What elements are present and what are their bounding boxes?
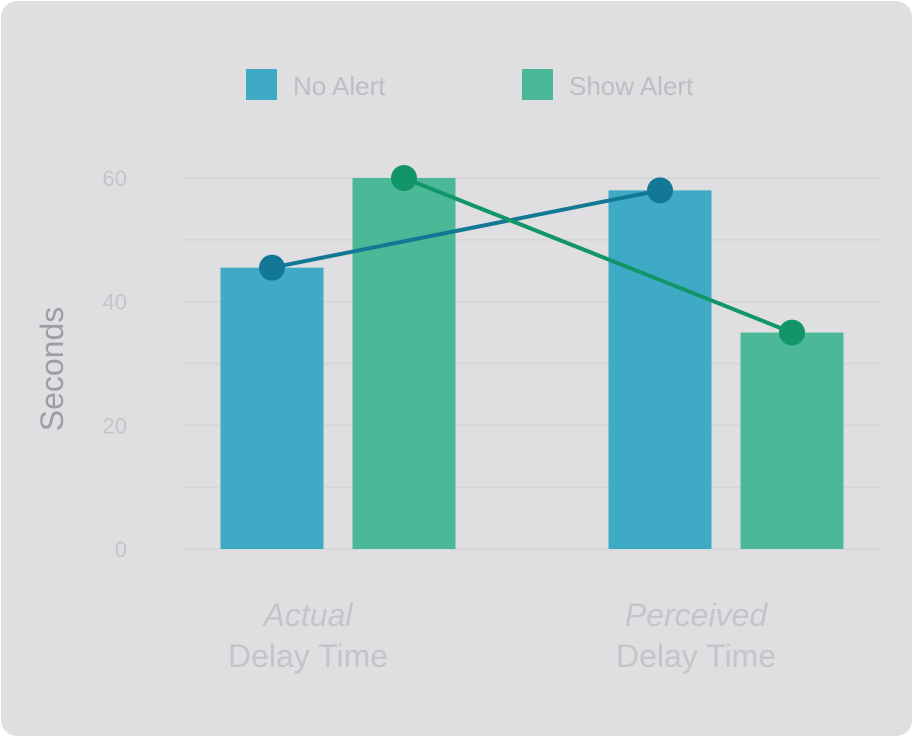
legend-label: Show Alert xyxy=(569,71,694,101)
category-label: Delay Time xyxy=(228,638,388,674)
legend-label: No Alert xyxy=(293,71,386,101)
legend: No Alert Show Alert xyxy=(246,69,694,101)
y-axis-label: Seconds xyxy=(34,307,70,432)
y-tick-label: 60 xyxy=(103,166,127,191)
y-tick-label: 0 xyxy=(115,537,127,562)
legend-swatch xyxy=(246,69,277,100)
bars xyxy=(220,178,844,549)
series-line xyxy=(270,188,662,270)
overlay-lines xyxy=(259,165,805,346)
y-tick-label: 20 xyxy=(103,413,127,438)
legend-swatch xyxy=(522,69,553,100)
bar xyxy=(740,332,844,549)
bar xyxy=(220,267,324,549)
data-point xyxy=(647,177,673,204)
series-line xyxy=(402,176,794,335)
category-label-emphasis: Perceived xyxy=(625,597,769,633)
bar xyxy=(608,190,712,549)
x-axis-categories: Actual Delay Time Perceived Delay Time xyxy=(228,597,776,674)
category-label-emphasis: Actual xyxy=(262,597,354,633)
data-point xyxy=(779,319,805,346)
data-point xyxy=(391,165,417,191)
y-tick-label: 40 xyxy=(103,290,127,315)
category-label: Delay Time xyxy=(616,638,776,674)
y-axis-ticks: 0 20 40 60 xyxy=(103,166,127,562)
data-point xyxy=(259,254,285,281)
